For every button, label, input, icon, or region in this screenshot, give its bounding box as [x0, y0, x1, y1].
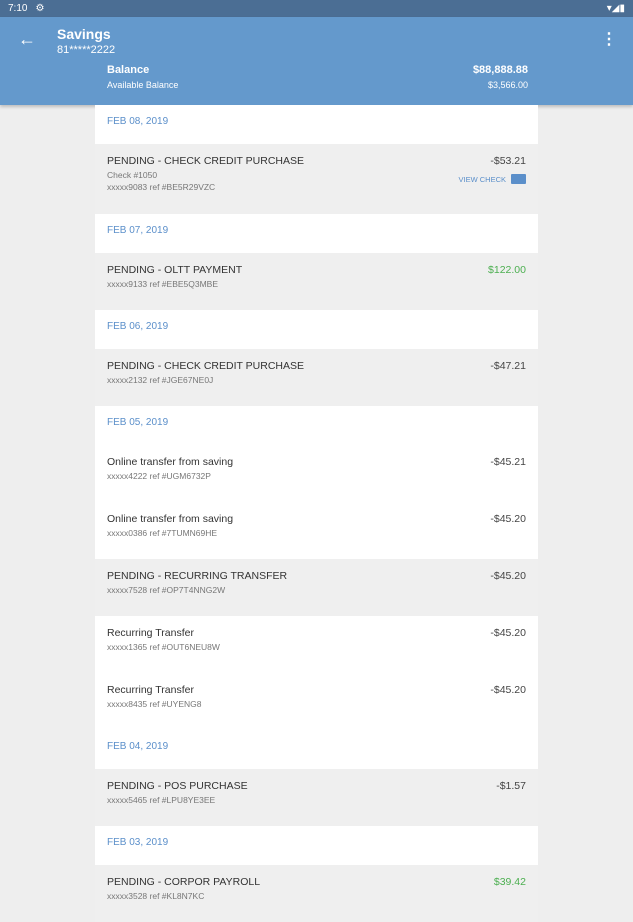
transaction-ref: xxxxx2132 ref #JGE67NE0J	[107, 375, 214, 385]
date-header: FEB 07, 2019	[95, 214, 538, 253]
transaction-ref: xxxxx1365 ref #OUT6NEU8W	[107, 642, 220, 652]
transaction-amount: -$45.20	[490, 684, 526, 696]
date-header: FEB 08, 2019	[95, 105, 538, 144]
balance-label: Balance	[107, 64, 150, 76]
signal-battery-icon: ▾◢▮	[606, 3, 625, 14]
date-header: FEB 05, 2019	[95, 406, 538, 445]
transaction-ref: xxxxx3528 ref #KL8N7KC	[107, 891, 205, 901]
transaction-description: PENDING - CHECK CREDIT PURCHASE	[107, 360, 304, 372]
page-title: Savings	[57, 26, 111, 42]
transaction-description: PENDING - CHECK CREDIT PURCHASE	[107, 155, 304, 167]
transaction-row[interactable]: Recurring Transfer xxxxx8435 ref #UYENG8…	[95, 673, 538, 730]
transaction-ref: xxxxx5465 ref #LPU8YE3EE	[107, 795, 216, 805]
transaction-description: PENDING - OLTT PAYMENT	[107, 264, 243, 276]
transaction-ref: xxxxx7528 ref #OP7T4NNG2W	[107, 585, 226, 595]
date-header: FEB 06, 2019	[95, 310, 538, 349]
transaction-row[interactable]: Online transfer from saving xxxxx4222 re…	[95, 445, 538, 502]
transaction-amount: -$53.21	[490, 155, 526, 167]
transaction-description: Recurring Transfer	[107, 627, 194, 639]
transaction-description: PENDING - RECURRING TRANSFER	[107, 570, 288, 582]
status-bar: 7:10 ⚙ ▾◢▮	[0, 0, 633, 17]
available-balance-label: Available Balance	[107, 80, 179, 90]
check-number: Check #1050	[107, 170, 158, 180]
transaction-row[interactable]: PENDING - OLTT PAYMENT xxxxx9133 ref #EB…	[95, 253, 538, 310]
balance-value: $88,888.88	[472, 64, 528, 76]
account-number: 81*****2222	[57, 44, 116, 56]
settings-icon: ⚙	[35, 3, 45, 14]
transaction-amount: -$47.21	[490, 360, 526, 372]
transaction-amount: $39.42	[493, 876, 526, 888]
transaction-description: PENDING - POS PURCHASE	[107, 780, 248, 792]
transaction-description: PENDING - CORPOR PAYROLL	[107, 876, 261, 888]
transaction-row[interactable]: PENDING - CHECK CREDIT PURCHASE xxxxx213…	[95, 349, 538, 406]
transaction-row[interactable]: PENDING - RECURRING TRANSFER xxxxx7528 r…	[95, 559, 538, 616]
available-balance-value: $3,566.00	[487, 80, 528, 90]
transaction-ref: xxxxx9083 ref #BE5R29VZC	[107, 182, 216, 192]
clock: 7:10	[8, 3, 28, 14]
transaction-ref: xxxxx4222 ref #UGM6732P	[107, 471, 211, 481]
transaction-description: Online transfer from saving	[107, 513, 234, 525]
transaction-list: FEB 08, 2019 PENDING - CHECK CREDIT PURC…	[95, 105, 538, 922]
transaction-amount: -$45.20	[490, 570, 526, 582]
transaction-row[interactable]: PENDING - CHECK CREDIT PURCHASE Check #1…	[95, 144, 538, 214]
transaction-row[interactable]: PENDING - CORPOR PAYROLL xxxxx3528 ref #…	[95, 865, 538, 922]
date-header: FEB 04, 2019	[95, 730, 538, 769]
transaction-row[interactable]: Recurring Transfer xxxxx1365 ref #OUT6NE…	[95, 616, 538, 673]
transaction-ref: xxxxx9133 ref #EBE5Q3MBE	[107, 279, 219, 289]
transaction-amount: -$45.21	[490, 456, 526, 468]
transaction-row[interactable]: Online transfer from saving xxxxx0386 re…	[95, 502, 538, 559]
date-header: FEB 03, 2019	[95, 826, 538, 865]
view-check-button[interactable]: VIEW CHECK	[458, 174, 526, 184]
app-bar: ← Savings 81*****2222 ⋮ Balance Availabl…	[0, 17, 633, 105]
transaction-ref: xxxxx0386 ref #7TUMN69HE	[107, 528, 218, 538]
transaction-row[interactable]: PENDING - POS PURCHASE xxxxx5465 ref #LP…	[95, 769, 538, 826]
view-check-label: VIEW CHECK	[458, 174, 506, 184]
transaction-amount: -$1.57	[496, 780, 526, 792]
back-arrow-icon[interactable]: ←	[18, 29, 36, 49]
check-image-icon	[511, 174, 526, 184]
transaction-description: Recurring Transfer	[107, 684, 194, 696]
transaction-ref: xxxxx8435 ref #UYENG8	[107, 699, 202, 709]
more-vert-icon[interactable]: ⋮	[601, 31, 617, 48]
transaction-amount: $122.00	[488, 264, 526, 276]
transaction-amount: -$45.20	[490, 627, 526, 639]
transaction-description: Online transfer from saving	[107, 456, 234, 468]
transaction-amount: -$45.20	[490, 513, 526, 525]
